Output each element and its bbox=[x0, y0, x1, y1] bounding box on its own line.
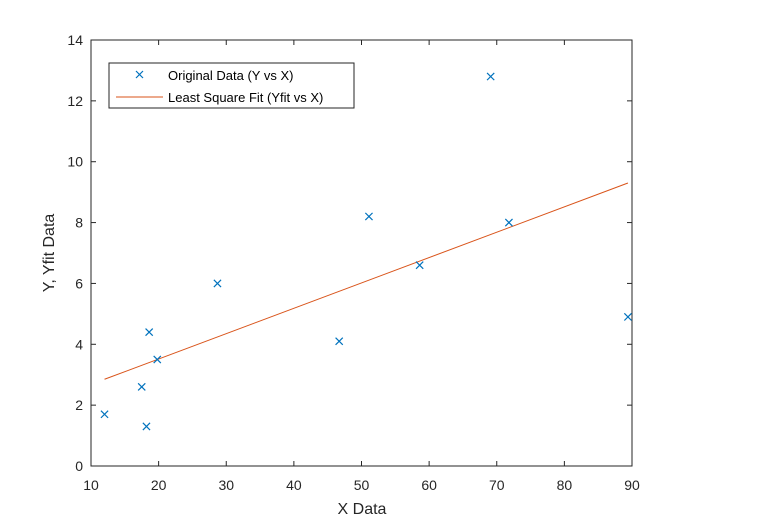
data-point bbox=[415, 261, 424, 270]
x-axis-ticks: 10 20 30 40 50 60 70 80 90 bbox=[83, 40, 640, 493]
fit-line bbox=[104, 182, 629, 380]
y-tick-label: 4 bbox=[75, 336, 83, 352]
plot-area bbox=[90, 39, 633, 467]
x-tick-label: 90 bbox=[624, 477, 640, 493]
data-point bbox=[137, 382, 146, 391]
plot-frame bbox=[90, 39, 633, 467]
data-point bbox=[335, 337, 344, 346]
y-tick-label: 6 bbox=[75, 275, 83, 291]
x-axis-label: X Data bbox=[338, 501, 387, 518]
y-axis-ticks: 0 2 4 6 8 10 12 14 bbox=[67, 32, 632, 474]
x-tick-label: 10 bbox=[83, 477, 99, 493]
legend-label-fit: Least Square Fit (Yfit vs X) bbox=[168, 90, 323, 105]
y-tick-label: 10 bbox=[67, 154, 83, 170]
fit-line-layer bbox=[104, 182, 629, 380]
y-tick-label: 0 bbox=[75, 458, 83, 474]
y-axis-label: Y, Yfit Data bbox=[41, 214, 58, 293]
y-tick-label: 12 bbox=[67, 93, 83, 109]
data-point bbox=[486, 72, 495, 81]
data-point bbox=[145, 328, 154, 337]
y-tick-label: 8 bbox=[75, 215, 83, 231]
data-point bbox=[623, 312, 632, 321]
data-point bbox=[142, 422, 151, 431]
y-tick-label: 14 bbox=[67, 32, 83, 48]
x-tick-label: 70 bbox=[489, 477, 505, 493]
legend-marker-original bbox=[135, 70, 144, 79]
x-tick-label: 30 bbox=[218, 477, 234, 493]
data-point bbox=[100, 410, 109, 419]
x-tick-label: 80 bbox=[557, 477, 573, 493]
legend-box bbox=[108, 62, 355, 109]
x-tick-label: 20 bbox=[151, 477, 167, 493]
data-point bbox=[153, 355, 162, 364]
data-point bbox=[364, 212, 373, 221]
legend-label-original: Original Data (Y vs X) bbox=[168, 68, 293, 83]
data-points bbox=[100, 72, 632, 431]
x-tick-label: 50 bbox=[354, 477, 370, 493]
x-tick-label: 60 bbox=[421, 477, 437, 493]
x-tick-label: 40 bbox=[286, 477, 302, 493]
y-tick-label: 2 bbox=[75, 397, 83, 413]
legend: Original Data (Y vs X) Least Square Fit … bbox=[108, 62, 355, 109]
data-point bbox=[504, 218, 513, 227]
data-point bbox=[213, 279, 222, 288]
